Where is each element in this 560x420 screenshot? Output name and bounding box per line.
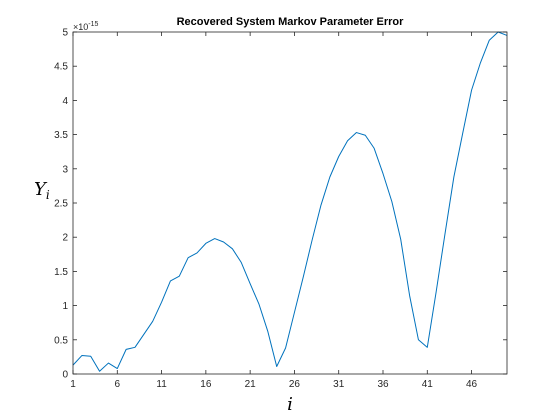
x-tick-label: 41 bbox=[422, 379, 434, 390]
svg-text:×10-15: ×10-15 bbox=[73, 21, 99, 32]
x-axis-label: i bbox=[287, 394, 293, 415]
series-line bbox=[72, 31, 508, 372]
chart-title: Recovered System Markov Parameter Error bbox=[177, 16, 405, 28]
y-exponent-base: ×10 bbox=[73, 22, 88, 32]
y-tick-label: 4 bbox=[62, 96, 68, 107]
y-axis-label-base: Y bbox=[34, 179, 48, 200]
x-tick-label: 1 bbox=[70, 379, 76, 390]
y-exponent-label: ×10-15 bbox=[73, 21, 99, 32]
x-tick-label: 36 bbox=[377, 379, 389, 390]
y-tick-label: 2 bbox=[62, 233, 68, 244]
x-tick-label: 21 bbox=[245, 379, 257, 390]
x-tick-label: 31 bbox=[333, 379, 345, 390]
y-tick-label: 4.5 bbox=[54, 62, 68, 73]
y-tick-label: 2.5 bbox=[54, 199, 68, 210]
y-tick-label: 0 bbox=[62, 370, 68, 381]
y-tick-label: 1 bbox=[62, 301, 68, 312]
x-tick-label: 16 bbox=[200, 379, 212, 390]
y-exponent-power: -15 bbox=[88, 21, 98, 28]
y-tick-label: 1.5 bbox=[54, 267, 68, 278]
y-axis-label-subscript: i bbox=[46, 188, 50, 202]
y-tick-label: 0.5 bbox=[54, 335, 68, 346]
plot-area bbox=[73, 32, 507, 374]
x-tick-label: 46 bbox=[466, 379, 478, 390]
y-tick-label: 3 bbox=[62, 164, 68, 175]
x-tick-label: 26 bbox=[289, 379, 301, 390]
axes-box bbox=[72, 31, 508, 375]
y-axis-label: Yi bbox=[34, 179, 50, 202]
y-tick-label: 3.5 bbox=[54, 130, 68, 141]
x-tick-label: 6 bbox=[115, 379, 121, 390]
y-tick-label: 5 bbox=[62, 28, 68, 39]
x-tick-label: 11 bbox=[156, 379, 167, 390]
